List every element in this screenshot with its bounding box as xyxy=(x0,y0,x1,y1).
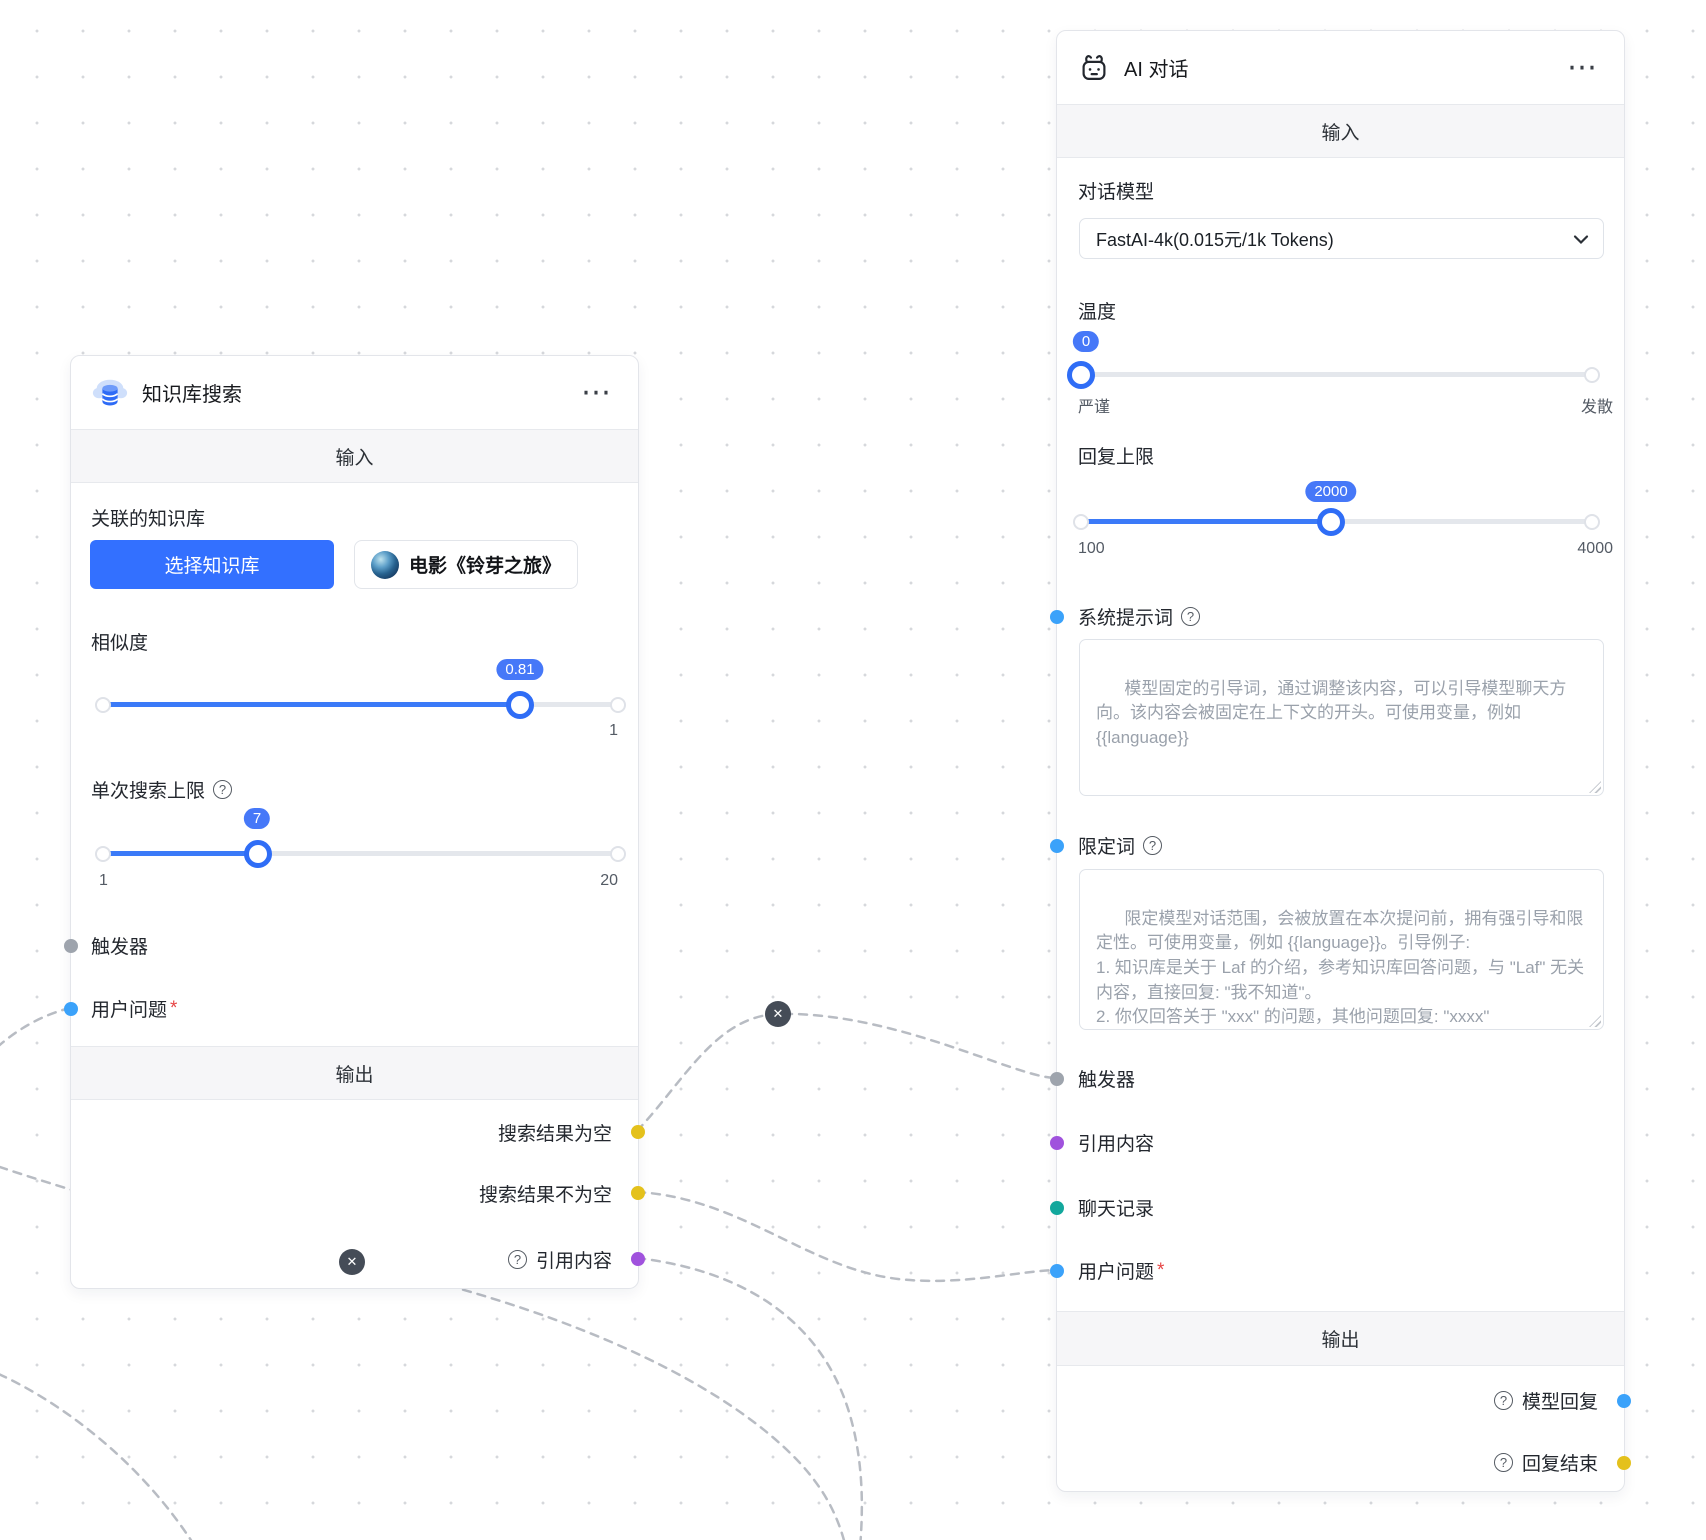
help-icon[interactable]: ? xyxy=(507,1250,527,1269)
model-select[interactable]: FastAI-4k(0.015元/1k Tokens) xyxy=(1079,218,1604,259)
search-limit-max-label: 20 xyxy=(600,872,618,889)
temperature-value-badge: 0 xyxy=(1072,331,1100,352)
temperature-slider[interactable] xyxy=(1067,360,1600,389)
max-tokens-min-label: 100 xyxy=(1078,540,1105,557)
limit-prompt-placeholder: 限定模型对话范围，会被放置在本次提问前，拥有强引导和限定性。可使用变量，例如 {… xyxy=(1096,908,1585,1027)
dataset-tag-label: 电影《铃芽之旅》 xyxy=(409,556,562,577)
temperature-label: 温度 xyxy=(1078,302,1117,323)
similarity-slider-handle[interactable] xyxy=(506,690,535,719)
max-tokens-slider-handle[interactable] xyxy=(1317,507,1346,536)
max-tokens-max-label: 4000 xyxy=(1577,540,1613,557)
delete-edge-button[interactable]: ✕ xyxy=(765,1001,791,1027)
search-limit-min-label: 1 xyxy=(99,872,108,889)
user-question-input-label: 用户问题 * xyxy=(1078,1259,1165,1284)
trigger-input-port[interactable] xyxy=(1050,1072,1064,1086)
user-question-input-port[interactable] xyxy=(1050,1264,1064,1278)
output-not-empty-port[interactable] xyxy=(631,1186,645,1200)
system-prompt-placeholder: 模型固定的引导词，通过调整该内容，可以引导模型聊天方向。该内容会被固定在上下文的… xyxy=(1096,678,1567,747)
node-menu-icon[interactable]: ⋯ xyxy=(1567,50,1598,84)
trigger-input-label: 触发器 xyxy=(91,937,149,958)
similarity-slider[interactable] xyxy=(95,690,626,719)
output-section-bar: 输出 xyxy=(71,1046,638,1100)
system-prompt-label: 系统提示词 ? xyxy=(1078,603,1201,630)
help-icon[interactable]: ? xyxy=(213,780,233,799)
similarity-value-badge: 0.81 xyxy=(496,659,544,680)
quote-input-label: 引用内容 xyxy=(1078,1134,1155,1155)
edge-notempty-to-question xyxy=(635,1190,1058,1283)
output-quote-port[interactable] xyxy=(631,1252,645,1266)
help-icon[interactable]: ? xyxy=(1493,1391,1513,1410)
output-finish-row: ? 回复结束 xyxy=(1493,1449,1598,1476)
trigger-input-label: 触发器 xyxy=(1078,1070,1136,1091)
similarity-max-label: 1 xyxy=(609,722,618,739)
output-reply-port[interactable] xyxy=(1617,1394,1631,1408)
output-not-empty-row: 搜索结果不为空 xyxy=(478,1185,612,1206)
system-prompt-port[interactable] xyxy=(1050,610,1064,624)
limit-prompt-label: 限定词 ? xyxy=(1078,832,1163,859)
edge-quote-out xyxy=(635,1256,864,1540)
search-limit-slider-handle[interactable] xyxy=(243,839,272,868)
node-dataset-search[interactable]: 知识库搜索 ⋯ 输入 关联的知识库 选择知识库 电影《铃芽之旅》 相似度 0.8… xyxy=(64,355,645,1289)
resize-grip-icon[interactable] xyxy=(1589,781,1601,793)
output-reply-row: ? 模型回复 xyxy=(1493,1387,1598,1414)
help-icon[interactable]: ? xyxy=(1143,836,1163,855)
node-dataset-header[interactable]: 知识库搜索 ⋯ xyxy=(71,356,638,429)
system-prompt-textarea[interactable]: 模型固定的引导词，通过调整该内容，可以引导模型聊天方向。该内容会被固定在上下文的… xyxy=(1079,639,1604,796)
user-question-input-port[interactable] xyxy=(64,1002,78,1016)
node-menu-icon[interactable]: ⋯ xyxy=(581,375,612,409)
max-tokens-slider[interactable] xyxy=(1073,507,1600,536)
temperature-min-label: 严谨 xyxy=(1078,399,1111,416)
edge-empty-to-trigger xyxy=(635,1012,1058,1133)
chevron-down-icon xyxy=(1573,228,1589,249)
max-tokens-label: 回复上限 xyxy=(1078,447,1155,468)
resize-grip-icon[interactable] xyxy=(1589,1015,1601,1027)
select-dataset-button[interactable]: 选择知识库 xyxy=(90,540,334,589)
output-finish-port[interactable] xyxy=(1617,1456,1631,1470)
history-input-port[interactable] xyxy=(1050,1201,1064,1215)
delete-edge-button[interactable]: ✕ xyxy=(339,1249,365,1275)
history-input-label: 聊天记录 xyxy=(1078,1199,1155,1220)
input-section-bar: 输入 xyxy=(1057,104,1624,158)
dataset-avatar xyxy=(371,550,399,579)
dataset-label: 关联的知识库 xyxy=(91,509,206,530)
search-limit-value-badge: 7 xyxy=(243,808,271,829)
quote-input-port[interactable] xyxy=(1050,1136,1064,1150)
temperature-max-label: 发散 xyxy=(1580,399,1613,416)
search-limit-slider[interactable] xyxy=(95,839,626,868)
temperature-slider-handle[interactable] xyxy=(1067,360,1095,389)
dataset-tag[interactable]: 电影《铃芽之旅》 xyxy=(354,540,579,589)
help-icon[interactable]: ? xyxy=(1493,1453,1513,1472)
trigger-input-port[interactable] xyxy=(64,939,78,953)
max-tokens-value-badge: 2000 xyxy=(1305,481,1357,502)
output-section-bar: 输出 xyxy=(1057,1311,1624,1366)
node-ai-header[interactable]: AI 对话 ⋯ xyxy=(1057,31,1624,104)
edge-bottom-left xyxy=(0,1373,193,1540)
dataset-search-icon xyxy=(91,374,129,412)
search-limit-label: 单次搜索上限 ? xyxy=(91,776,233,803)
node-title: 知识库搜索 xyxy=(142,384,242,406)
robot-icon xyxy=(1077,50,1111,86)
output-empty-port[interactable] xyxy=(631,1125,645,1139)
edge-question-left xyxy=(0,1006,72,1047)
node-ai-chat[interactable]: AI 对话 ⋯ 输入 对话模型 FastAI-4k(0.015元/1k Toke… xyxy=(1050,30,1631,1492)
input-section-bar: 输入 xyxy=(71,429,638,483)
node-title: AI 对话 xyxy=(1124,59,1189,81)
model-label: 对话模型 xyxy=(1078,182,1155,203)
limit-prompt-textarea[interactable]: 限定模型对话范围，会被放置在本次提问前，拥有强引导和限定性。可使用变量，例如 {… xyxy=(1079,869,1604,1030)
output-quote-row: ? 引用内容 xyxy=(507,1246,612,1273)
output-empty-row: 搜索结果为空 xyxy=(497,1124,612,1145)
help-icon[interactable]: ? xyxy=(1181,607,1201,626)
limit-prompt-port[interactable] xyxy=(1050,839,1064,853)
model-select-value: FastAI-4k(0.015元/1k Tokens) xyxy=(1096,229,1334,250)
user-question-input-label: 用户问题 * xyxy=(91,997,178,1022)
similarity-label: 相似度 xyxy=(91,633,149,654)
